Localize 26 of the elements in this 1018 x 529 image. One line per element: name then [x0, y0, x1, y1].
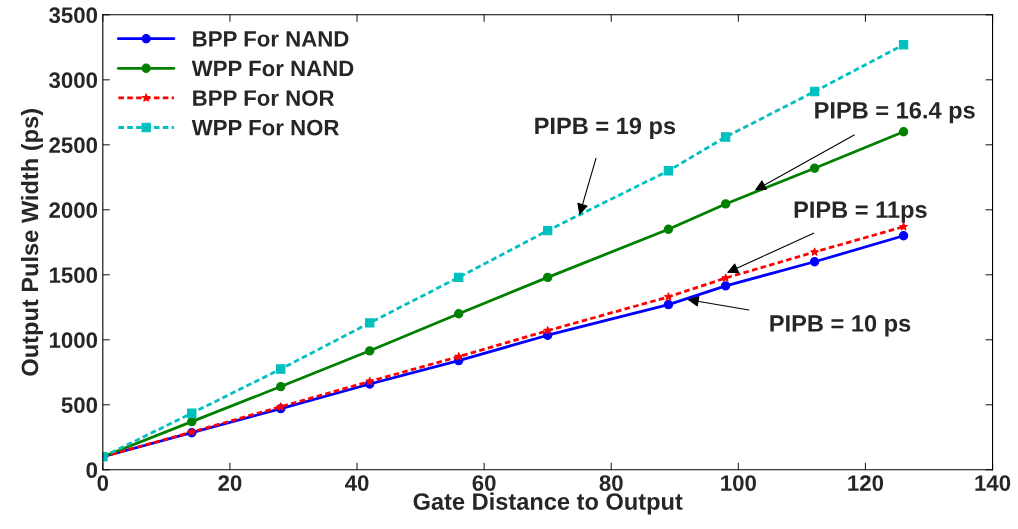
x-tick-label: 20	[218, 475, 242, 491]
annotation: PIPB = 11ps	[794, 201, 927, 223]
y-tick-label: 3500	[49, 7, 98, 24]
y-tick-label: 500	[61, 397, 98, 414]
legend-label: WPP For NOR	[191, 119, 340, 136]
x-tick-label: 40	[345, 475, 369, 491]
y-tick-label: 1000	[49, 332, 98, 349]
y-tick-label: 3000	[49, 72, 98, 89]
x-tick-label: 100	[721, 475, 756, 491]
legend-label: BPP For NOR	[193, 90, 335, 106]
y-tick-label: 2000	[49, 202, 98, 219]
x-tick-label: 140	[975, 475, 1011, 491]
x-tick-label: 60	[472, 475, 496, 491]
annotation: PIPB = 10 ps	[770, 315, 911, 337]
y-axis-title: Output Pulse Width (ps)	[20, 109, 43, 376]
x-axis-title: Gate Distance to Output	[413, 492, 683, 515]
x-tick-label: 80	[599, 475, 623, 491]
annotation: PIPB = 19 ps	[535, 117, 676, 139]
annotation: PIPB = 16.4 ps	[815, 101, 975, 124]
x-tick-label: 120	[848, 475, 884, 491]
legend-label: BPP For NAND	[193, 31, 349, 47]
y-tick-label: 2500	[49, 137, 98, 154]
legend-label: WPP For NAND	[191, 60, 354, 77]
y-tick-label: 0	[86, 462, 98, 479]
x-tick-label: 0	[97, 475, 109, 491]
y-tick-label: 1500	[49, 267, 98, 284]
